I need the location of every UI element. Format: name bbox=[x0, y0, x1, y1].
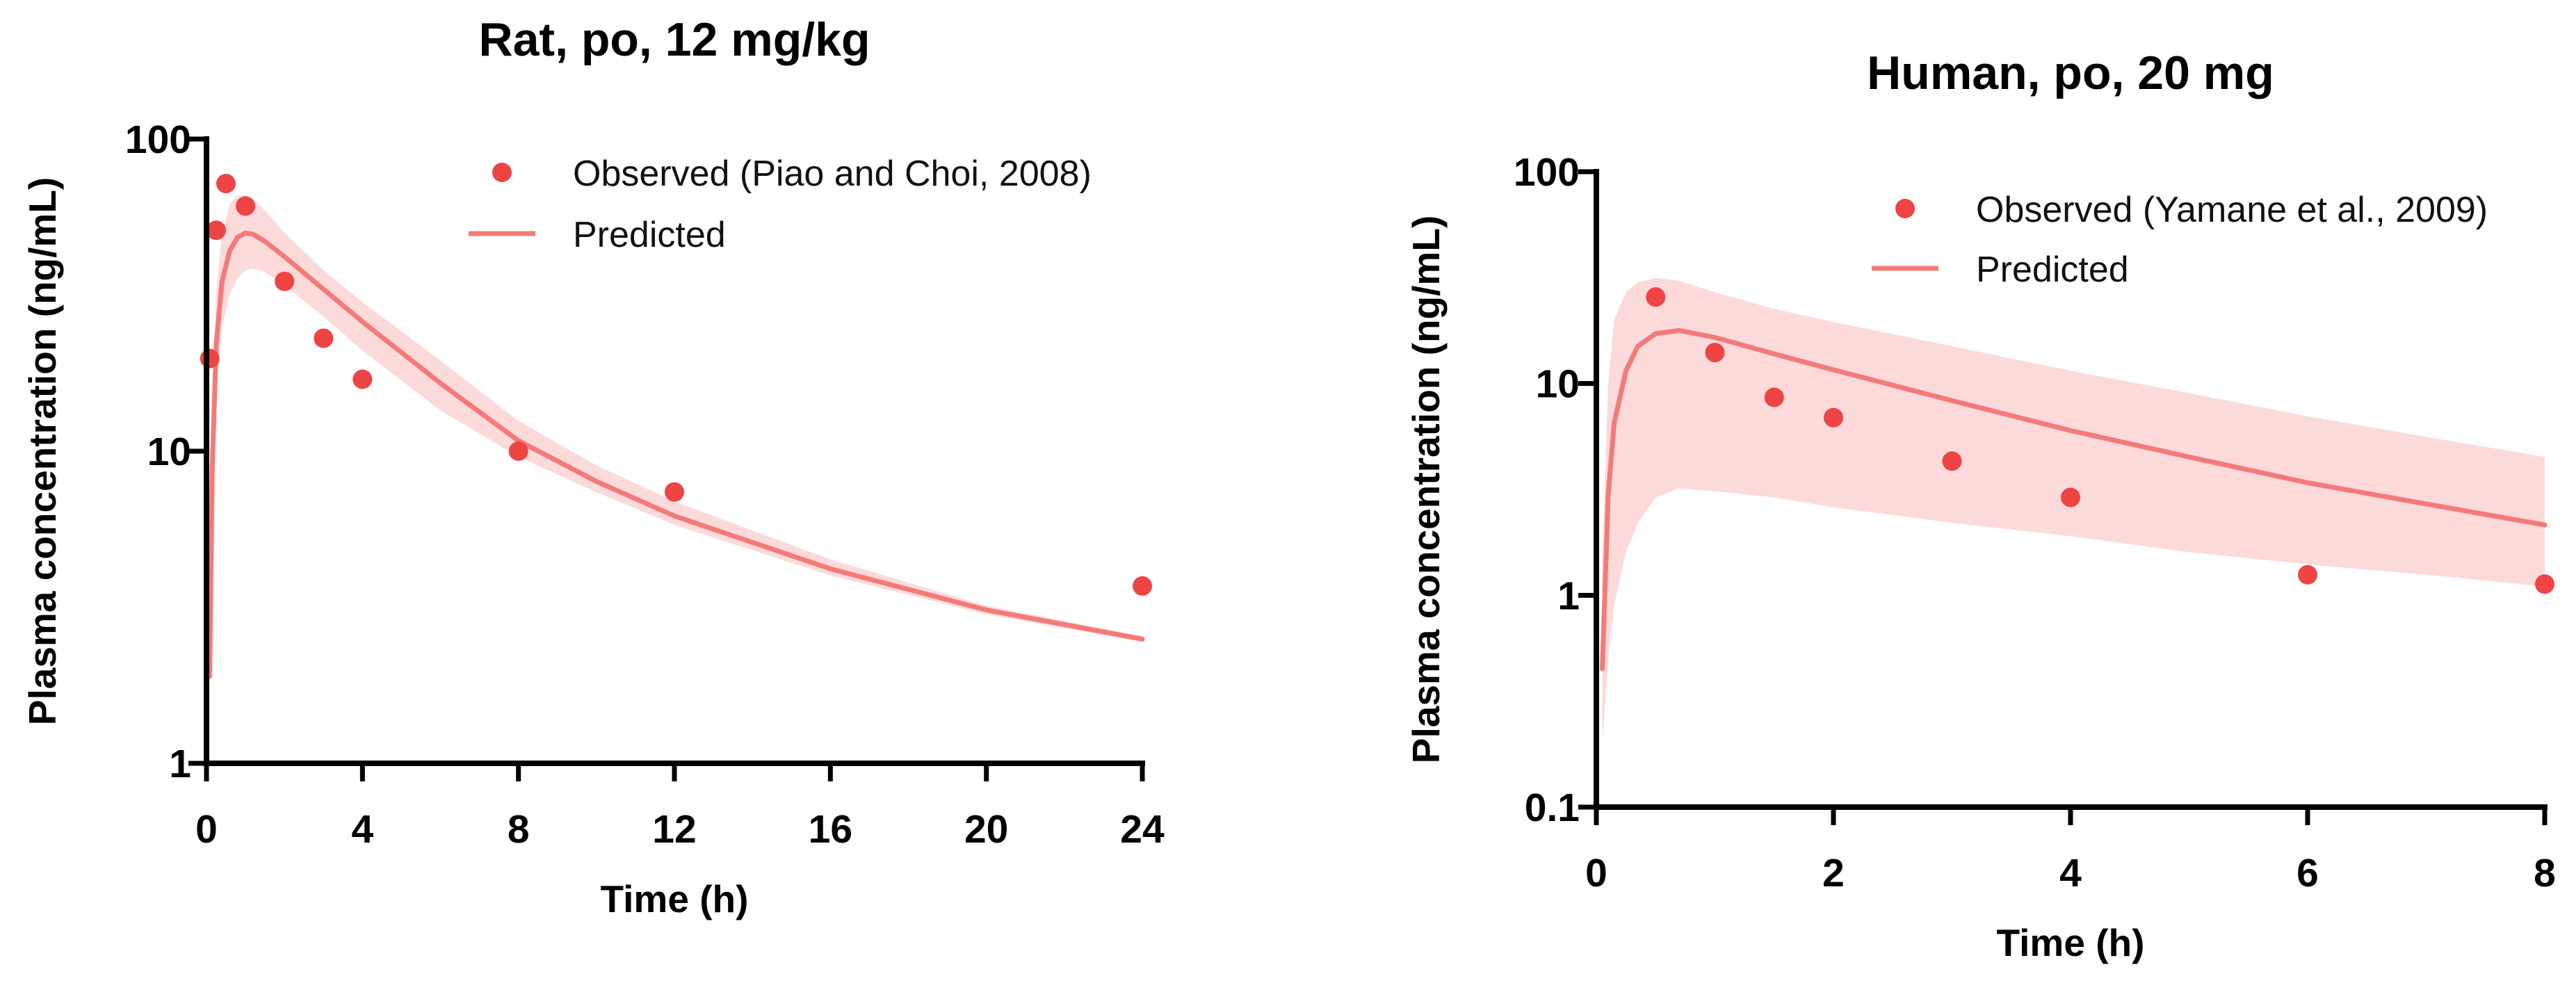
y-tick-label: 1 bbox=[1557, 574, 1580, 618]
y-tick-label: 1 bbox=[169, 742, 191, 786]
x-tick-label: 8 bbox=[2534, 851, 2556, 895]
legend-predicted-label: Predicted bbox=[1976, 250, 2129, 290]
y-tick-label: 100 bbox=[125, 117, 191, 162]
prediction-interval-band bbox=[209, 195, 1142, 684]
observed-point bbox=[2298, 564, 2317, 585]
prediction-interval-band bbox=[1602, 277, 2545, 744]
observed-point bbox=[1764, 387, 1784, 407]
chart-title: Rat, po, 12 mg/kg bbox=[479, 13, 870, 66]
y-tick-label: 100 bbox=[1514, 150, 1580, 195]
observed-point bbox=[1942, 451, 1962, 471]
chart-title: Human, po, 20 mg bbox=[1867, 47, 2274, 99]
predicted-line bbox=[1600, 327, 2547, 672]
observed-point bbox=[665, 482, 684, 502]
chart-panel-human: Human, po, 20 mg Plasma concentration (ng… bbox=[1404, 47, 2556, 964]
y-tick-label: 0.1 bbox=[1525, 786, 1580, 830]
observed-point bbox=[314, 328, 334, 348]
legend-predicted-label: Predicted bbox=[573, 215, 726, 255]
x-tick-label: 2 bbox=[1822, 851, 1845, 895]
x-tick-label: 12 bbox=[652, 807, 696, 852]
observed-point bbox=[508, 441, 528, 461]
x-tick-label: 4 bbox=[351, 807, 373, 852]
observed-point bbox=[353, 369, 373, 389]
y-tick-label: 10 bbox=[1536, 362, 1580, 407]
y-tick-label: 10 bbox=[147, 430, 191, 474]
y-axis-label: Plasma concentration (ng/mL) bbox=[1404, 216, 1448, 763]
observed-point bbox=[1133, 576, 1152, 596]
legend: Observed (Piao and Choi, 2008) Predicted bbox=[469, 154, 1092, 255]
x-tick-label: 0 bbox=[195, 807, 218, 852]
observed-point bbox=[275, 271, 295, 291]
observed-point bbox=[1646, 287, 1666, 307]
observed-point bbox=[206, 220, 226, 241]
y-axis-label: Plasma concentration (ng/mL) bbox=[21, 177, 64, 725]
legend: Observed (Yamane et al., 2009) Predicted bbox=[1872, 190, 2488, 290]
x-tick-label: 20 bbox=[964, 807, 1008, 852]
legend-observed-marker bbox=[492, 163, 512, 182]
x-tick-label: 16 bbox=[809, 807, 852, 852]
observed-point bbox=[236, 196, 256, 216]
observed-point bbox=[2535, 574, 2554, 594]
x-tick-label: 4 bbox=[2059, 851, 2082, 895]
legend-observed-label: Observed (Piao and Choi, 2008) bbox=[573, 154, 1092, 194]
x-axis-label: Time (h) bbox=[1997, 921, 2145, 964]
observed-point bbox=[1705, 343, 1725, 363]
x-tick-label: 6 bbox=[2296, 851, 2319, 895]
observed-point bbox=[200, 348, 220, 368]
x-tick-label: 8 bbox=[508, 807, 530, 852]
predicted-line bbox=[207, 230, 1145, 679]
legend-observed-marker bbox=[1895, 199, 1915, 218]
x-axis-label: Time (h) bbox=[601, 877, 749, 920]
chart-panel-rat: Rat, po, 12 mg/kg Plasma concentration (n… bbox=[21, 13, 1165, 920]
observed-point bbox=[2061, 487, 2080, 507]
legend-observed-label: Observed (Yamane et al., 2009) bbox=[1976, 190, 2488, 230]
x-tick-label: 0 bbox=[1585, 851, 1607, 895]
observed-point bbox=[1824, 407, 1843, 428]
x-tick-label: 24 bbox=[1120, 807, 1165, 852]
observed-point bbox=[216, 174, 236, 194]
